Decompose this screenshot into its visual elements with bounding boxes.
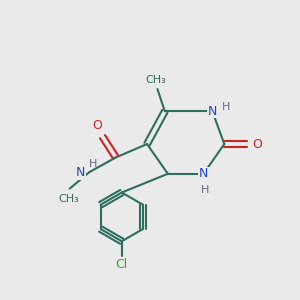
Text: CH₃: CH₃ [146,75,166,85]
Text: H: H [89,159,98,169]
Text: O: O [92,119,102,132]
Text: O: O [252,138,262,151]
Text: N: N [208,105,217,118]
Text: H: H [222,102,230,112]
Text: N: N [199,167,208,180]
Text: H: H [201,185,209,195]
Text: N: N [76,167,86,179]
Text: Cl: Cl [116,258,128,271]
Text: CH₃: CH₃ [58,194,79,204]
